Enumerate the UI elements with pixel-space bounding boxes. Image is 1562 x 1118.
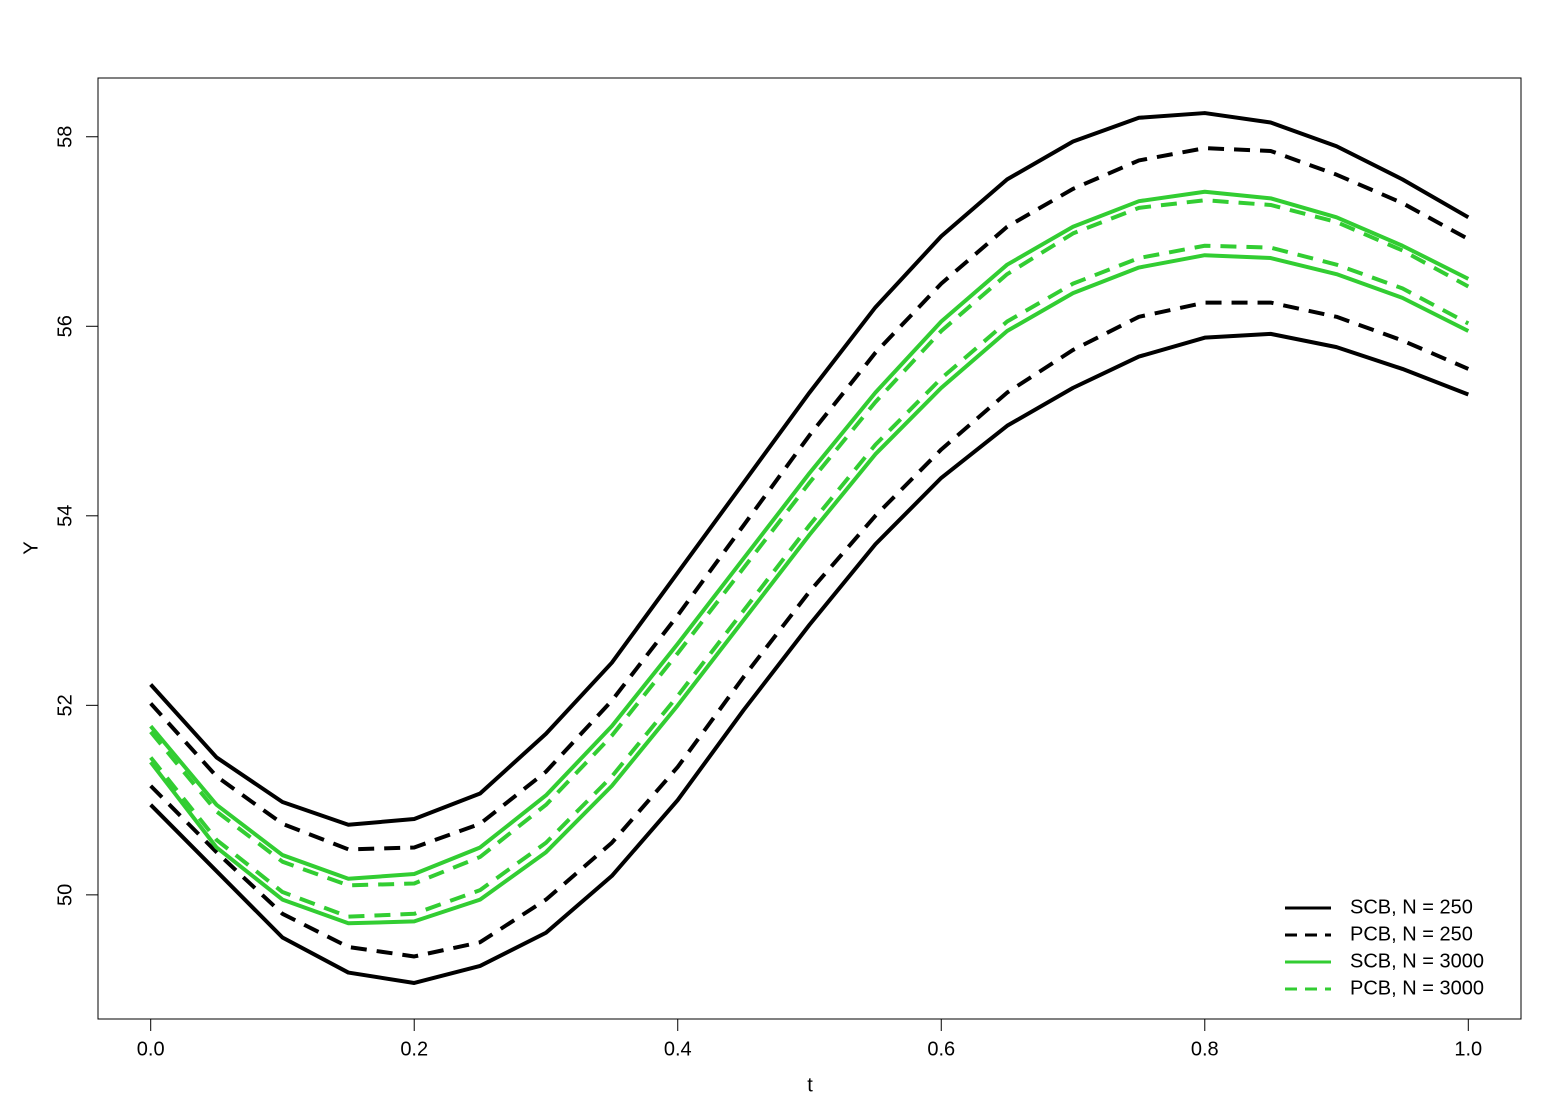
x-axis-label: t [807, 1074, 813, 1096]
x-tick-label: 0.6 [927, 1038, 955, 1060]
plot-frame [97, 77, 1522, 1020]
legend-label: SCB, N = 250 [1350, 896, 1473, 918]
band-line [149, 111, 1470, 827]
legend-label: PCB, N = 3000 [1350, 977, 1484, 999]
x-tick-label: 0.0 [137, 1038, 165, 1060]
band-line [149, 331, 1470, 985]
y-tick-label: 58 [54, 126, 76, 148]
x-tick-label: 0.2 [400, 1038, 428, 1060]
x-tick-label: 1.0 [1454, 1038, 1482, 1060]
y-tick-label: 50 [54, 884, 76, 906]
x-tick-label: 0.4 [664, 1038, 692, 1060]
band-line [149, 146, 1470, 852]
y-tick-label: 52 [54, 694, 76, 716]
y-tick-label: 56 [54, 315, 76, 337]
legend-label: SCB, N = 3000 [1350, 950, 1484, 972]
y-tick-label: 54 [54, 505, 76, 527]
band-line [149, 253, 1470, 926]
legend-label: PCB, N = 250 [1350, 923, 1473, 945]
band-line [149, 189, 1470, 881]
band-line [149, 300, 1470, 959]
band-line [149, 243, 1470, 919]
x-tick-label: 0.8 [1191, 1038, 1219, 1060]
band-line [149, 198, 1470, 888]
y-axis-label: Y [20, 541, 42, 554]
